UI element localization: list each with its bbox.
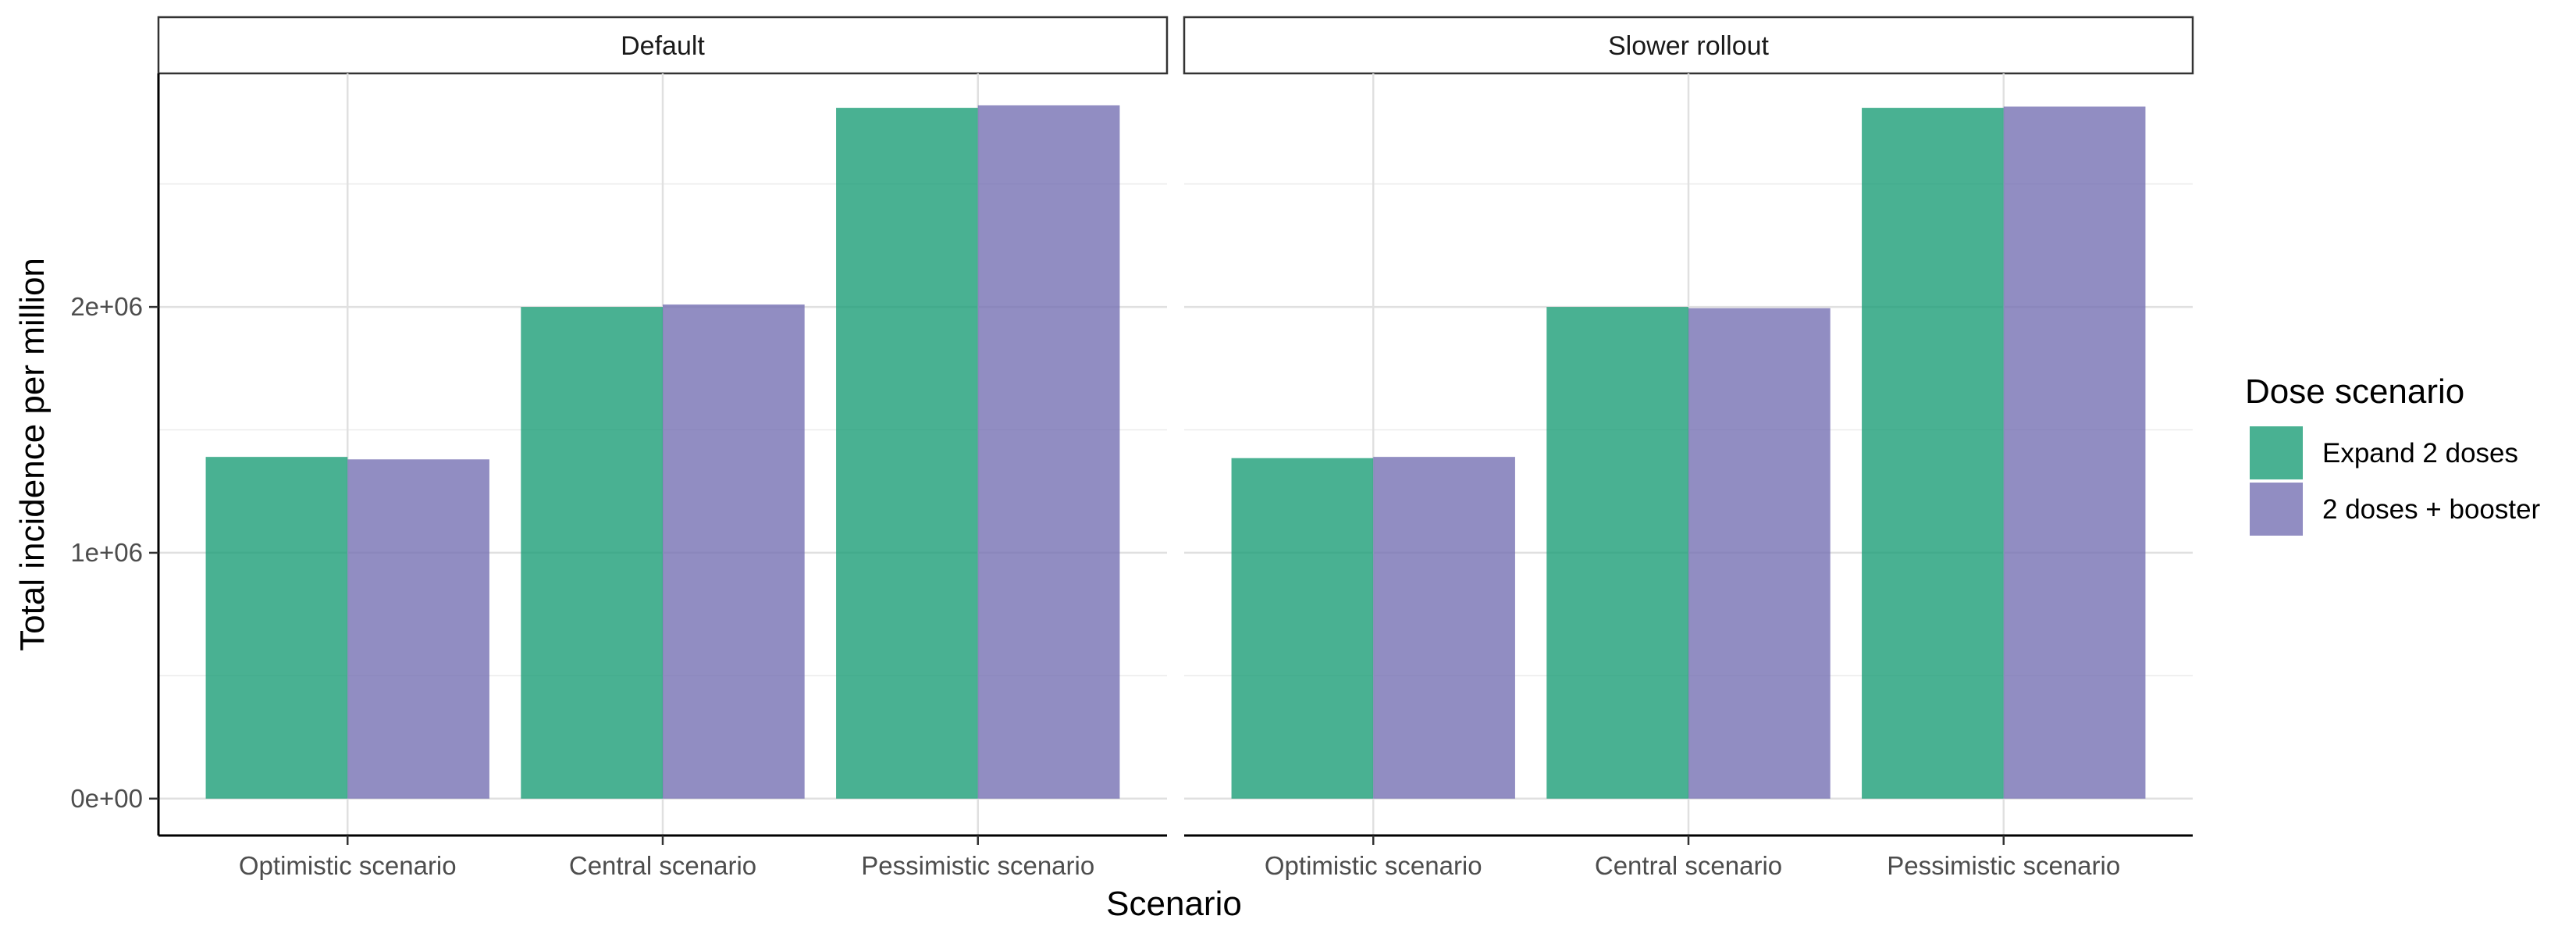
panel-strip-label: Default xyxy=(621,31,705,61)
panel-strip xyxy=(1183,16,2194,75)
x-tick-label: Optimistic scenario xyxy=(1265,851,1482,880)
legend-swatch xyxy=(2250,483,2303,536)
x-tick-label: Optimistic scenario xyxy=(239,851,457,880)
y-tick-label: 1e+06 xyxy=(70,538,143,567)
bar-2-doses-booster-2 xyxy=(2003,106,2146,799)
legend-title: Dose scenario xyxy=(2245,372,2464,411)
legend: Dose scenario Expand 2 doses 2 doses + bo… xyxy=(2245,372,2541,536)
y-tick-label: 0e+00 xyxy=(70,784,143,813)
panel-0: Default Optimistic scenario Central scenar… xyxy=(157,16,1169,880)
bar-expand-2-doses-2 xyxy=(836,108,978,799)
legend-items: Expand 2 doses 2 doses + booster xyxy=(2250,426,2541,536)
x-tick-label: Central scenario xyxy=(1595,851,1782,880)
y-axis-title: Total incidence per million xyxy=(13,258,52,651)
bar-expand-2-doses-1 xyxy=(1546,307,1688,799)
y-tick-label: 2e+06 xyxy=(70,292,143,321)
chart-panels: Default Optimistic scenario Central scenar… xyxy=(157,16,2194,880)
bar-2-doses-booster-1 xyxy=(1688,308,1831,799)
panel-strip xyxy=(157,16,1169,75)
x-tick-label: Pessimistic scenario xyxy=(861,851,1094,880)
panel-1: Slower rollout Optimistic scenario Central… xyxy=(1183,16,2194,880)
bar-2-doses-booster-1 xyxy=(663,304,805,799)
bar-2-doses-booster-0 xyxy=(347,459,489,799)
legend-label: Expand 2 doses xyxy=(2322,438,2518,468)
bar-expand-2-doses-0 xyxy=(205,457,348,799)
legend-label: 2 doses + booster xyxy=(2322,494,2541,525)
bar-expand-2-doses-0 xyxy=(1231,458,1374,799)
panel-strip-label: Slower rollout xyxy=(1608,31,1770,61)
x-tick-label: Central scenario xyxy=(569,851,756,880)
legend-swatch xyxy=(2250,426,2303,479)
bar-2-doses-booster-0 xyxy=(1373,457,1515,799)
bar-2-doses-booster-2 xyxy=(977,105,1120,799)
x-tick-label: Pessimistic scenario xyxy=(1887,851,2120,880)
x-axis-title: Scenario xyxy=(1106,885,1242,923)
y-axis: 0e+00 1e+06 2e+06 xyxy=(70,292,158,813)
bar-expand-2-doses-1 xyxy=(521,307,663,799)
bar-expand-2-doses-2 xyxy=(1862,108,2004,799)
